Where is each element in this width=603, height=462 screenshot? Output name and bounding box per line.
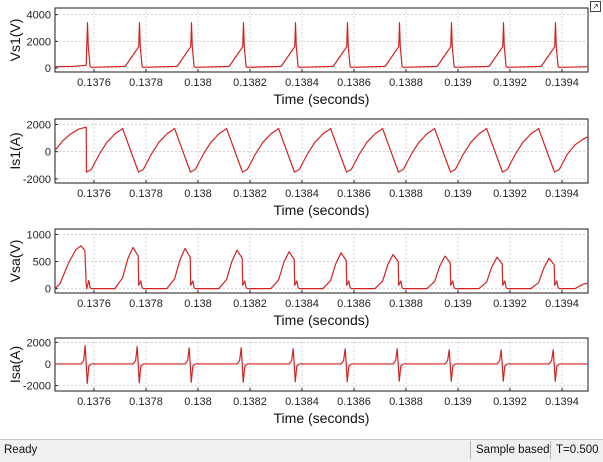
y-axis-label: Vsa(V) — [7, 240, 23, 283]
x-tick-label: 0.1384 — [285, 188, 319, 200]
y-tick-label: 0 — [45, 359, 51, 371]
x-tick-label: 0.1386 — [337, 188, 371, 200]
x-tick-label: 0.1392 — [493, 396, 527, 408]
x-tick-label: 0.1394 — [545, 396, 579, 408]
y-tick-label: 0 — [45, 63, 51, 75]
x-tick-label: 0.1388 — [389, 298, 423, 310]
x-tick-label: 0.1394 — [545, 188, 579, 200]
x-tick-label: 0.1386 — [337, 396, 371, 408]
x-tick-label: 0.139 — [444, 77, 472, 89]
y-tick-label: 0 — [45, 147, 51, 159]
y-tick-label: 1000 — [27, 229, 51, 241]
axes-box — [54, 228, 589, 294]
chart-panel-2: 0.1376 0.1378 0.138 0.1382 0.1384 0.1386 0.138… — [7, 118, 589, 218]
y-tick-label: 2000 — [27, 119, 51, 131]
x-tick-label: 0.1378 — [129, 298, 163, 310]
x-tick-label: 0.138 — [184, 298, 212, 310]
x-axis-label: Time (seconds) — [274, 410, 370, 426]
x-tick-label: 0.139 — [444, 396, 472, 408]
y-tick-label: 500 — [33, 257, 51, 269]
scope-plot-area: 0.1376 0.1378 0.138 0.1382 0.1384 0.1386 0.138… — [7, 7, 589, 426]
x-tick-label: 0.1392 — [493, 298, 527, 310]
arrow-up-right-icon[interactable]: ↗ — [590, 1, 601, 12]
axes-box — [54, 118, 589, 184]
x-tick-label: 0.1382 — [233, 298, 267, 310]
chart-panel-4: 0.1376 0.1378 0.138 0.1382 0.1384 0.1386 0.138… — [7, 337, 589, 426]
x-tick-label: 0.1386 — [337, 77, 371, 89]
x-tick-label: 0.1388 — [389, 188, 423, 200]
chart-panel-1: 0.1376 0.1378 0.138 0.1382 0.1384 0.1386 0.138… — [7, 7, 589, 107]
y-tick-label: -2000 — [23, 174, 51, 186]
y-axis-label: Isa(A) — [7, 346, 23, 383]
y-tick-label: 0 — [45, 284, 51, 296]
y-axis-label: Vs1(V) — [7, 19, 23, 62]
chart-panel-3: 0.1376 0.1378 0.138 0.1382 0.1384 0.1386 0.138… — [7, 228, 589, 328]
x-tick-label: 0.1392 — [493, 77, 527, 89]
x-tick-label: 0.1394 — [545, 77, 579, 89]
x-tick-label: 0.1394 — [545, 298, 579, 310]
status-ready-text: Ready — [4, 444, 38, 456]
series-line — [54, 22, 589, 68]
status-sample-mode: Sample based — [470, 441, 550, 459]
x-tick-label: 0.138 — [184, 77, 212, 89]
y-tick-label: 4000 — [27, 10, 51, 22]
status-bar: Ready Sample based T=0.500 — [0, 439, 603, 462]
x-tick-label: 0.1384 — [285, 396, 319, 408]
x-tick-label: 0.1382 — [233, 396, 267, 408]
x-tick-label: 0.139 — [444, 298, 472, 310]
x-tick-label: 0.1384 — [285, 298, 319, 310]
x-tick-label: 0.1382 — [233, 77, 267, 89]
x-tick-label: 0.1378 — [129, 188, 163, 200]
x-tick-label: 0.1386 — [337, 298, 371, 310]
x-tick-label: 0.1376 — [77, 77, 111, 89]
series-line — [54, 245, 589, 290]
x-tick-label: 0.139 — [444, 188, 472, 200]
x-tick-label: 0.1392 — [493, 188, 527, 200]
x-tick-label: 0.1376 — [77, 188, 111, 200]
series-line — [55, 344, 588, 385]
x-tick-label: 0.1382 — [233, 188, 267, 200]
x-axis-label: Time (seconds) — [274, 312, 370, 328]
y-axis-label: Is1(A) — [7, 132, 23, 169]
x-tick-label: 0.1388 — [389, 77, 423, 89]
series-line — [54, 126, 589, 173]
y-tick-label: -2000 — [23, 381, 51, 393]
x-axis-label: Time (seconds) — [274, 91, 370, 107]
x-tick-label: 0.1376 — [77, 298, 111, 310]
status-sim-time: T=0.500 — [550, 441, 603, 459]
x-tick-label: 0.1376 — [77, 396, 111, 408]
x-tick-label: 0.1384 — [285, 77, 319, 89]
x-tick-label: 0.138 — [184, 188, 212, 200]
x-tick-label: 0.1378 — [129, 77, 163, 89]
axes-box — [54, 7, 589, 73]
y-tick-label: 2000 — [27, 36, 51, 48]
x-axis-label: Time (seconds) — [274, 202, 370, 218]
x-tick-label: 0.1388 — [389, 396, 423, 408]
x-tick-label: 0.1378 — [129, 396, 163, 408]
y-tick-label: 2000 — [27, 337, 51, 349]
x-tick-label: 0.138 — [184, 396, 212, 408]
